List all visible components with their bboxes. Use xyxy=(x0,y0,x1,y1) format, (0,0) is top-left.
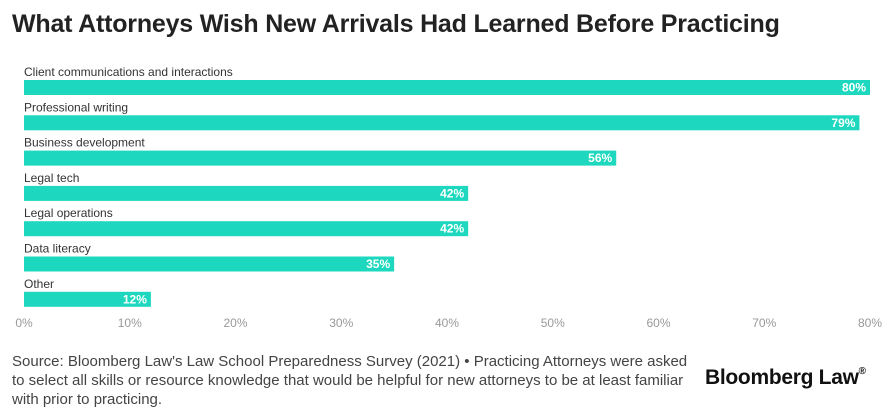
x-tick-label: 70% xyxy=(752,316,776,330)
category-label: Other xyxy=(24,277,54,291)
bar xyxy=(24,115,860,131)
bar-chart: Client communications and interactions 80… xyxy=(15,65,882,330)
x-tick-label: 10% xyxy=(118,316,142,330)
bar xyxy=(24,256,395,272)
x-tick-label: 30% xyxy=(329,316,353,330)
category-label: Client communications and interactions xyxy=(24,65,233,79)
x-tick-label: 20% xyxy=(223,316,247,330)
category-label: Legal operations xyxy=(24,206,113,220)
category-label: Data literacy xyxy=(24,242,91,256)
bar xyxy=(24,221,469,237)
bar xyxy=(24,150,617,166)
x-tick-label: 80% xyxy=(858,316,882,330)
data-label: 35% xyxy=(366,257,390,271)
x-tick-label: 40% xyxy=(435,316,459,330)
bar xyxy=(24,80,870,95)
x-tick-label: 50% xyxy=(541,316,565,330)
x-tick-label: 0% xyxy=(15,316,33,330)
registered-mark: ® xyxy=(858,366,866,377)
data-label: 42% xyxy=(440,186,464,200)
category-label: Legal tech xyxy=(24,171,79,185)
brand-name: Bloomberg Law xyxy=(705,366,859,389)
chart-title: What Attorneys Wish New Arrivals Had Lea… xyxy=(12,10,780,38)
category-label: Professional writing xyxy=(24,100,128,114)
x-tick-label: 60% xyxy=(646,316,670,330)
bar xyxy=(24,291,151,307)
data-label: 42% xyxy=(440,222,464,236)
data-label: 79% xyxy=(831,116,855,130)
source-note: Source: Bloomberg Law's Law School Prepa… xyxy=(12,353,688,408)
bloomberg-law-logo: Bloomberg Law® xyxy=(705,366,866,390)
data-label: 56% xyxy=(588,151,612,165)
data-label: 12% xyxy=(123,292,147,306)
bar xyxy=(24,185,469,201)
data-label: 80% xyxy=(842,81,866,95)
category-label: Business development xyxy=(24,136,145,150)
